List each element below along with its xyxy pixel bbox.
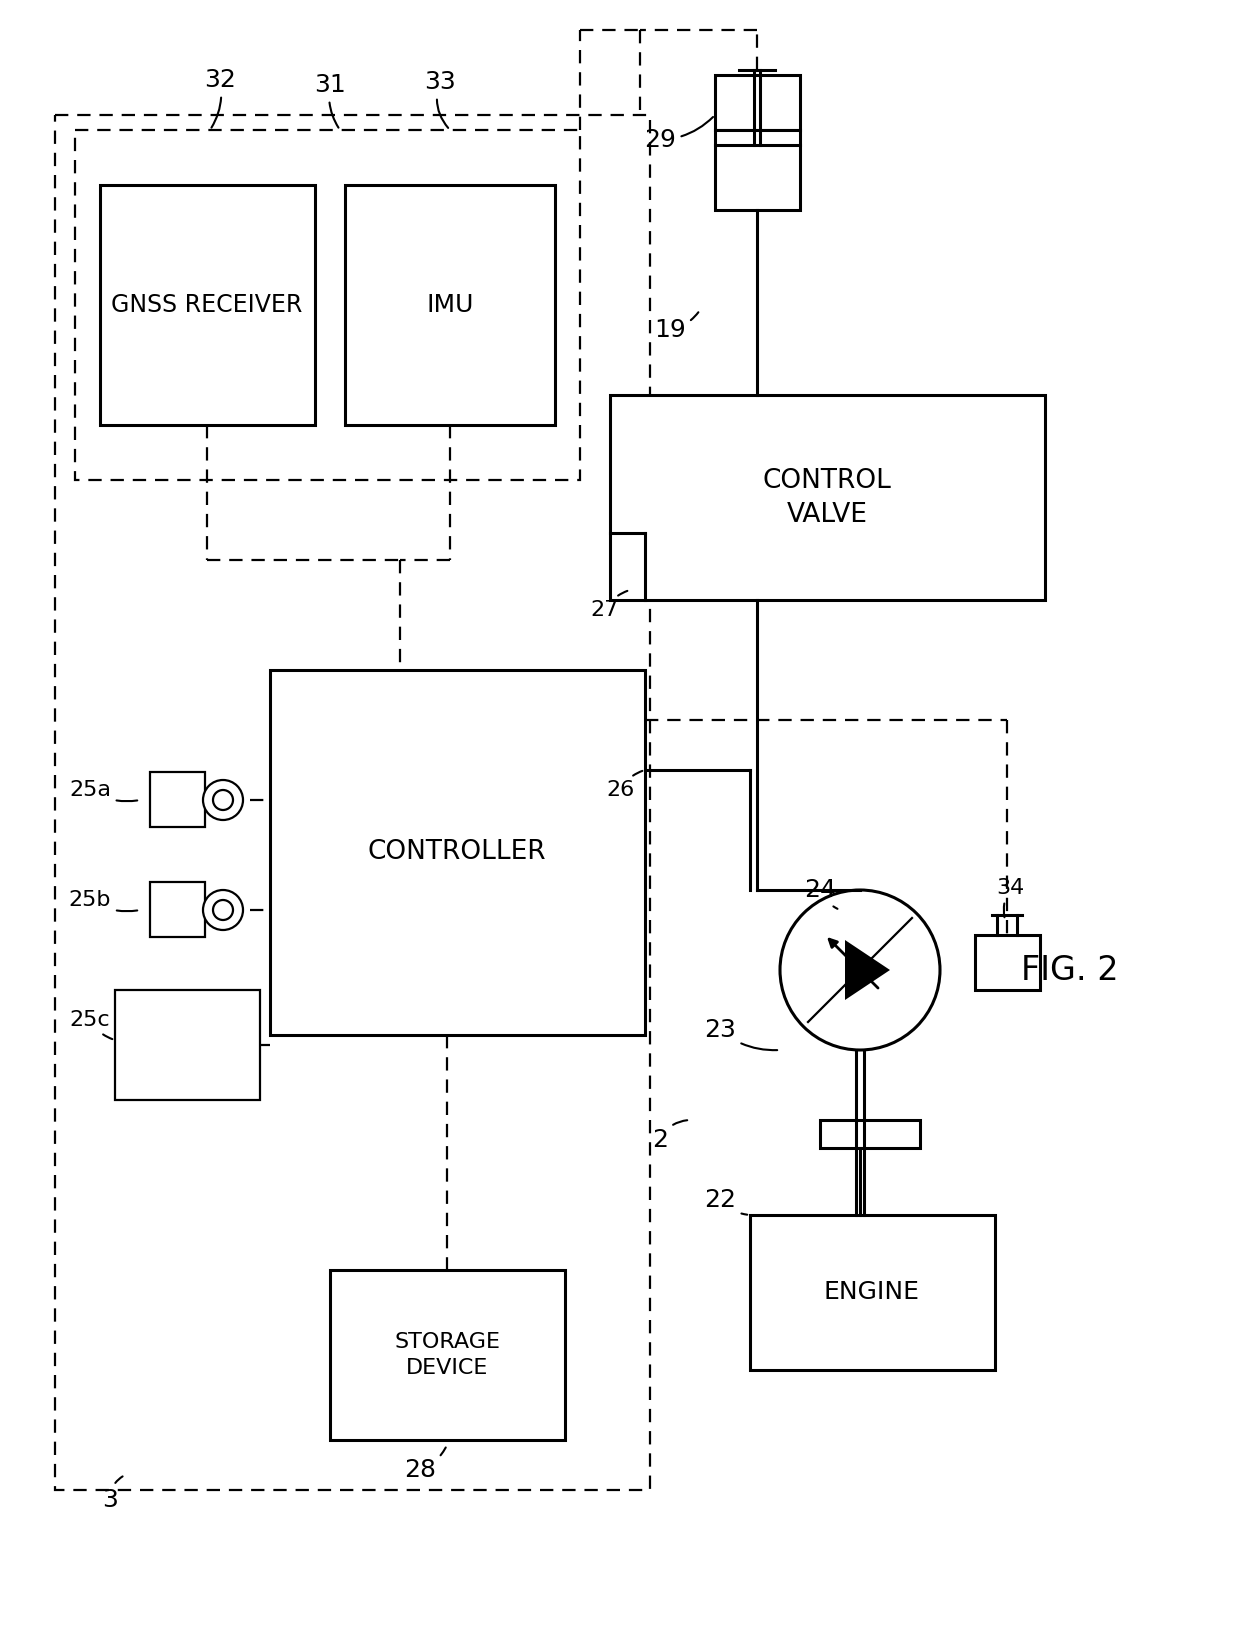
Text: 29: 29 bbox=[644, 117, 713, 151]
Bar bbox=[975, 936, 1040, 989]
Bar bbox=[820, 1119, 920, 1149]
Bar bbox=[750, 1215, 994, 1370]
Text: 33: 33 bbox=[424, 70, 456, 129]
Text: 34: 34 bbox=[996, 879, 1024, 918]
Bar bbox=[610, 395, 1045, 600]
Bar bbox=[345, 185, 556, 425]
Bar bbox=[715, 75, 800, 130]
Bar bbox=[715, 130, 800, 210]
Text: STORAGE
DEVICE: STORAGE DEVICE bbox=[394, 1333, 500, 1378]
Text: 32: 32 bbox=[205, 68, 236, 127]
Text: 22: 22 bbox=[704, 1188, 748, 1215]
Text: CONTROLLER: CONTROLLER bbox=[368, 840, 547, 866]
Bar bbox=[150, 771, 205, 827]
Text: 25b: 25b bbox=[68, 890, 138, 911]
Text: FIG. 2: FIG. 2 bbox=[1022, 953, 1118, 986]
Text: ENGINE: ENGINE bbox=[825, 1280, 920, 1303]
Bar bbox=[330, 1271, 565, 1440]
Text: 24: 24 bbox=[804, 879, 837, 909]
Circle shape bbox=[203, 779, 243, 820]
Text: 27: 27 bbox=[591, 591, 627, 620]
Text: IMU: IMU bbox=[427, 293, 474, 317]
Text: 25c: 25c bbox=[69, 1010, 113, 1040]
Circle shape bbox=[213, 791, 233, 810]
Text: 31: 31 bbox=[314, 73, 346, 127]
Text: 26: 26 bbox=[606, 771, 642, 800]
Circle shape bbox=[213, 900, 233, 919]
Circle shape bbox=[203, 890, 243, 931]
Text: 25a: 25a bbox=[69, 779, 138, 800]
Bar bbox=[150, 882, 205, 937]
Text: GNSS RECEIVER: GNSS RECEIVER bbox=[112, 293, 303, 317]
Text: CONTROL
VALVE: CONTROL VALVE bbox=[763, 469, 892, 529]
Text: 3: 3 bbox=[102, 1476, 123, 1511]
Bar bbox=[55, 116, 650, 1490]
Circle shape bbox=[780, 890, 940, 1049]
Bar bbox=[115, 989, 260, 1100]
Bar bbox=[100, 185, 315, 425]
Text: 2: 2 bbox=[652, 1121, 687, 1152]
Polygon shape bbox=[844, 940, 890, 1001]
Text: 19: 19 bbox=[655, 312, 698, 342]
Bar bbox=[74, 130, 580, 480]
Text: 23: 23 bbox=[704, 1019, 777, 1049]
Text: 28: 28 bbox=[404, 1448, 445, 1482]
Bar bbox=[270, 670, 645, 1035]
